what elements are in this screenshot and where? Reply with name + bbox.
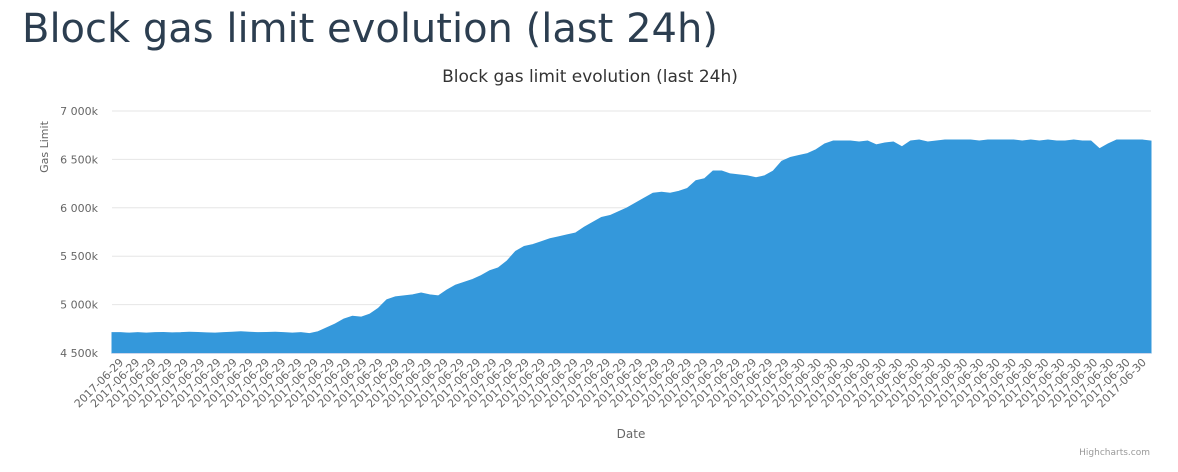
series-area[interactable] [111, 139, 1152, 354]
plot-area [111, 139, 1152, 354]
credits-link[interactable]: Highcharts.com [1079, 448, 1150, 458]
chart-title: Block gas limit evolution (last 24h) [442, 67, 738, 87]
y-tick-label: 5 000k [60, 299, 98, 312]
y-tick-label: 4 500k [60, 347, 98, 360]
y-axis: 4 500k 5 000k 5 500k 6 000k 6 500k 7 000k [60, 105, 98, 360]
y-tick-label: 6 000k [60, 202, 98, 215]
y-tick-label: 6 500k [60, 153, 98, 166]
x-axis-title: Date [617, 427, 646, 441]
page-title: Block gas limit evolution (last 24h) [22, 6, 718, 52]
y-axis-title: Gas Limit [38, 120, 51, 172]
y-tick-label: 7 000k [60, 105, 98, 118]
x-axis: 2017-06-292017-06-292017-06-292017-06-29… [72, 353, 1151, 410]
y-tick-label: 5 500k [60, 250, 98, 263]
